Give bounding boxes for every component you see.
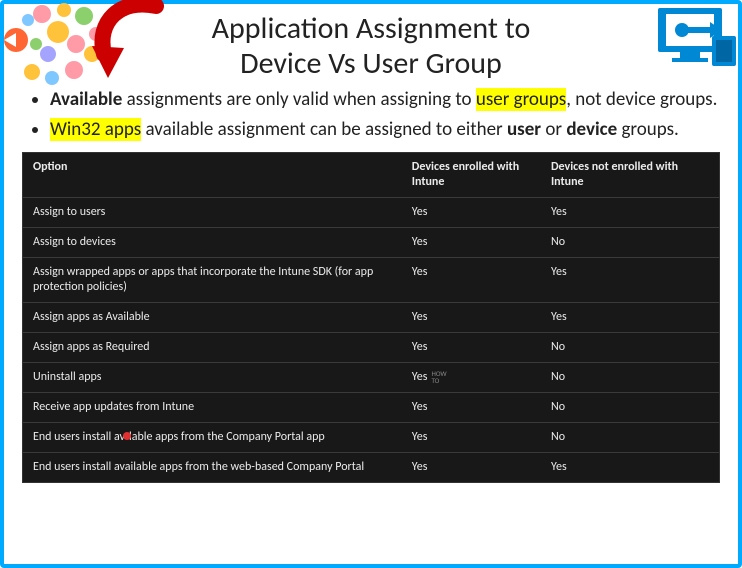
table-row: Assign apps as Available Yes Yes — [23, 303, 719, 333]
table-header: Option Devices enrolled with Intune Devi… — [23, 153, 719, 198]
table-row: Uninstall apps YesHOWTO No — [23, 363, 719, 393]
col-not-enrolled: Devices not enrolled with Intune — [545, 153, 719, 197]
highlight-user-groups: user groups — [476, 88, 566, 111]
col-option: Option — [23, 153, 406, 197]
table-row: End users install avlable apps from the … — [23, 423, 719, 453]
options-table: Option Devices enrolled with Intune Devi… — [22, 152, 720, 483]
table-row: Assign wrapped apps or apps that incorpo… — [23, 258, 719, 303]
bullet-1-bold: Available — [50, 88, 122, 111]
col-enrolled: Devices enrolled with Intune — [406, 153, 545, 197]
table-row: Assign to users Yes Yes — [23, 198, 719, 228]
small-watermark: HOWTO — [431, 370, 446, 384]
highlight-win32-apps: Win32 apps — [50, 118, 141, 141]
bullet-2: Win32 apps available assignment can be a… — [50, 117, 720, 143]
table-row: End users install available apps from th… — [23, 453, 719, 482]
title-line-2: Device Vs User Group — [240, 45, 502, 82]
table-row: Receive app updates from Intune Yes No — [23, 393, 719, 423]
page-title: Application Assignment to Device Vs User… — [212, 12, 531, 81]
bullet-list: Available assignments are only valid whe… — [50, 87, 720, 142]
bullet-1: Available assignments are only valid whe… — [50, 87, 720, 113]
table-row: Assign to devices Yes No — [23, 228, 719, 258]
title-line-1: Application Assignment to — [212, 10, 531, 47]
cursor-dot-icon — [123, 432, 131, 440]
table-row: Assign apps as Required Yes No — [23, 333, 719, 363]
